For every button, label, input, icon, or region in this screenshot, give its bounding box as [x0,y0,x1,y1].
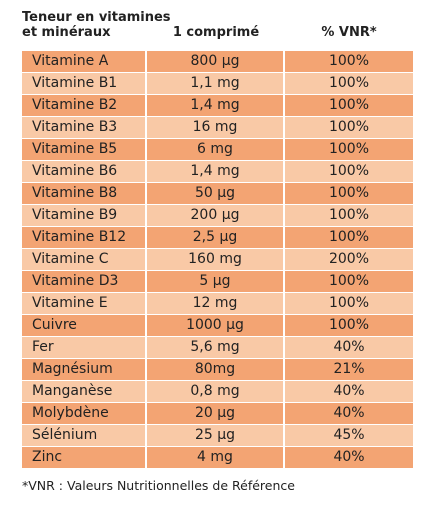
table-cell: 45% [333,427,365,443]
table-cell: Vitamine B6 [22,161,147,182]
table-cell: 6 mg [147,139,285,160]
table-cell: 100% [328,317,370,333]
table-cell: 50 µg [147,183,285,204]
table-row: Vitamine B6 1,4 mg 100% [22,161,413,183]
table-cell: Vitamine B8 [22,183,147,204]
table-row: Vitamine D3 5 µg 100% [22,271,413,293]
table-cell: 25 µg [147,425,285,446]
footnote: *VNR : Valeurs Nutritionnelles de Référe… [22,478,295,493]
table-cell: Vitamine B12 [22,227,147,248]
column-header: 1 comprimé [172,25,260,40]
table-row: Sélénium 25 µg 45% [22,425,413,447]
table-cell: 80mg [147,359,285,380]
table-cell: 100% [328,229,370,245]
table-row: Vitamine B12 2,5 µg 100% [22,227,413,249]
table-row: Molybdène 20 µg 40% [22,403,413,425]
table-cell: 20 µg [147,403,285,424]
table-cell: Vitamine C [22,249,147,270]
table-cell: 800 µg [147,51,285,72]
table-cell: 100% [328,163,370,179]
column-header: % VNR* [321,25,377,40]
table-cell: Vitamine B5 [22,139,147,160]
table-cell: 40% [333,339,365,355]
table-cell: Vitamine B2 [22,95,147,116]
table-row: Vitamine B8 50 µg 100% [22,183,413,205]
table-row: Vitamine E 12 mg 100% [22,293,413,315]
table-cell: Vitamine D3 [22,271,147,292]
table-row: Fer 5,6 mg 40% [22,337,413,359]
table-cell: 100% [328,295,370,311]
table-cell: 1,4 mg [147,161,285,182]
table-cell: 5,6 mg [147,337,285,358]
table-cell: 160 mg [147,249,285,270]
table-cell: Vitamine A [22,51,147,72]
table-row: Cuivre 1000 µg 100% [22,315,413,337]
table-cell: 100% [328,273,370,289]
table-cell: Manganèse [22,381,147,402]
table-cell: 100% [328,185,370,201]
table-row: Vitamine B1 1,1 mg 100% [22,73,413,95]
table-cell: 100% [328,53,370,69]
table-cell: Vitamine B1 [22,73,147,94]
table-cell: 16 mg [147,117,285,138]
table-cell: 0,8 mg [147,381,285,402]
table-cell: 100% [328,207,370,223]
table-body: Vitamine A 800 µg 100% Vitamine B1 1,1 mg 100… [22,51,413,469]
table-row: Vitamine B5 6 mg 100% [22,139,413,161]
table-cell: 1000 µg [147,315,285,336]
table-cell: Vitamine E [22,293,147,314]
column-header: Teneur en vitamines et minéraux [22,10,171,40]
table-cell: Fer [22,337,147,358]
table-row: Vitamine B2 1,4 mg 100% [22,95,413,117]
table-row: Manganèse 0,8 mg 40% [22,381,413,403]
table-cell: 100% [328,141,370,157]
header-line: et minéraux [22,25,111,40]
table-cell: 12 mg [147,293,285,314]
table-header: Teneur en vitamines et minéraux 1 compri… [22,10,413,50]
table-cell: 100% [328,97,370,113]
table-cell: 40% [333,449,365,465]
table-cell: 1,1 mg [147,73,285,94]
table-cell: Sélénium [22,425,147,446]
table-cell: 100% [328,119,370,135]
table-row: Vitamine A 800 µg 100% [22,51,413,73]
table-cell: 200 µg [147,205,285,226]
table-cell: Vitamine B3 [22,117,147,138]
table-cell: 200% [328,251,370,267]
table-cell: 4 mg [147,447,285,468]
header-line: Teneur en vitamines [22,10,171,25]
table-cell: 40% [333,405,365,421]
table-cell: Vitamine B9 [22,205,147,226]
table-cell: 2,5 µg [147,227,285,248]
table-cell: Magnésium [22,359,147,380]
table-row: Zinc 4 mg 40% [22,447,413,469]
table-cell: Molybdène [22,403,147,424]
table-cell: Cuivre [22,315,147,336]
table-cell: Zinc [22,447,147,468]
table-row: Vitamine B3 16 mg 100% [22,117,413,139]
table-row: Magnésium 80mg 21% [22,359,413,381]
table-cell: 40% [333,383,365,399]
table-row: Vitamine B9 200 µg 100% [22,205,413,227]
table-row: Vitamine C 160 mg 200% [22,249,413,271]
table-cell: 1,4 mg [147,95,285,116]
table-cell: 21% [333,361,365,377]
table-cell: 100% [328,75,370,91]
table-cell: 5 µg [147,271,285,292]
